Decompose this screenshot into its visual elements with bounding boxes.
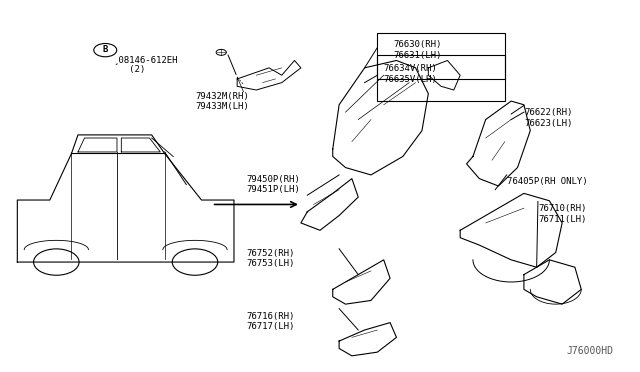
Text: B: B — [102, 45, 108, 54]
Text: 76405P(RH ONLY): 76405P(RH ONLY) — [507, 177, 588, 186]
Text: 79450P(RH)
79451P(LH): 79450P(RH) 79451P(LH) — [246, 175, 300, 194]
Text: 79432M(RH)
79433M(LH): 79432M(RH) 79433M(LH) — [196, 92, 250, 111]
Text: 76634V(RH)
76635V(LH): 76634V(RH) 76635V(LH) — [384, 64, 438, 84]
Text: ¸08146-612EH
   (2): ¸08146-612EH (2) — [113, 55, 177, 74]
Text: 76716(RH)
76717(LH): 76716(RH) 76717(LH) — [246, 311, 295, 331]
Text: J76000HD: J76000HD — [566, 346, 613, 356]
Text: 76752(RH)
76753(LH): 76752(RH) 76753(LH) — [246, 249, 295, 268]
Text: 76622(RH)
76623(LH): 76622(RH) 76623(LH) — [524, 109, 572, 128]
Bar — [378, 55, 505, 101]
Text: 76710(RH)
76711(LH): 76710(RH) 76711(LH) — [538, 205, 586, 224]
Bar — [378, 33, 505, 79]
Text: 76630(RH)
76631(LH): 76630(RH) 76631(LH) — [394, 40, 442, 60]
